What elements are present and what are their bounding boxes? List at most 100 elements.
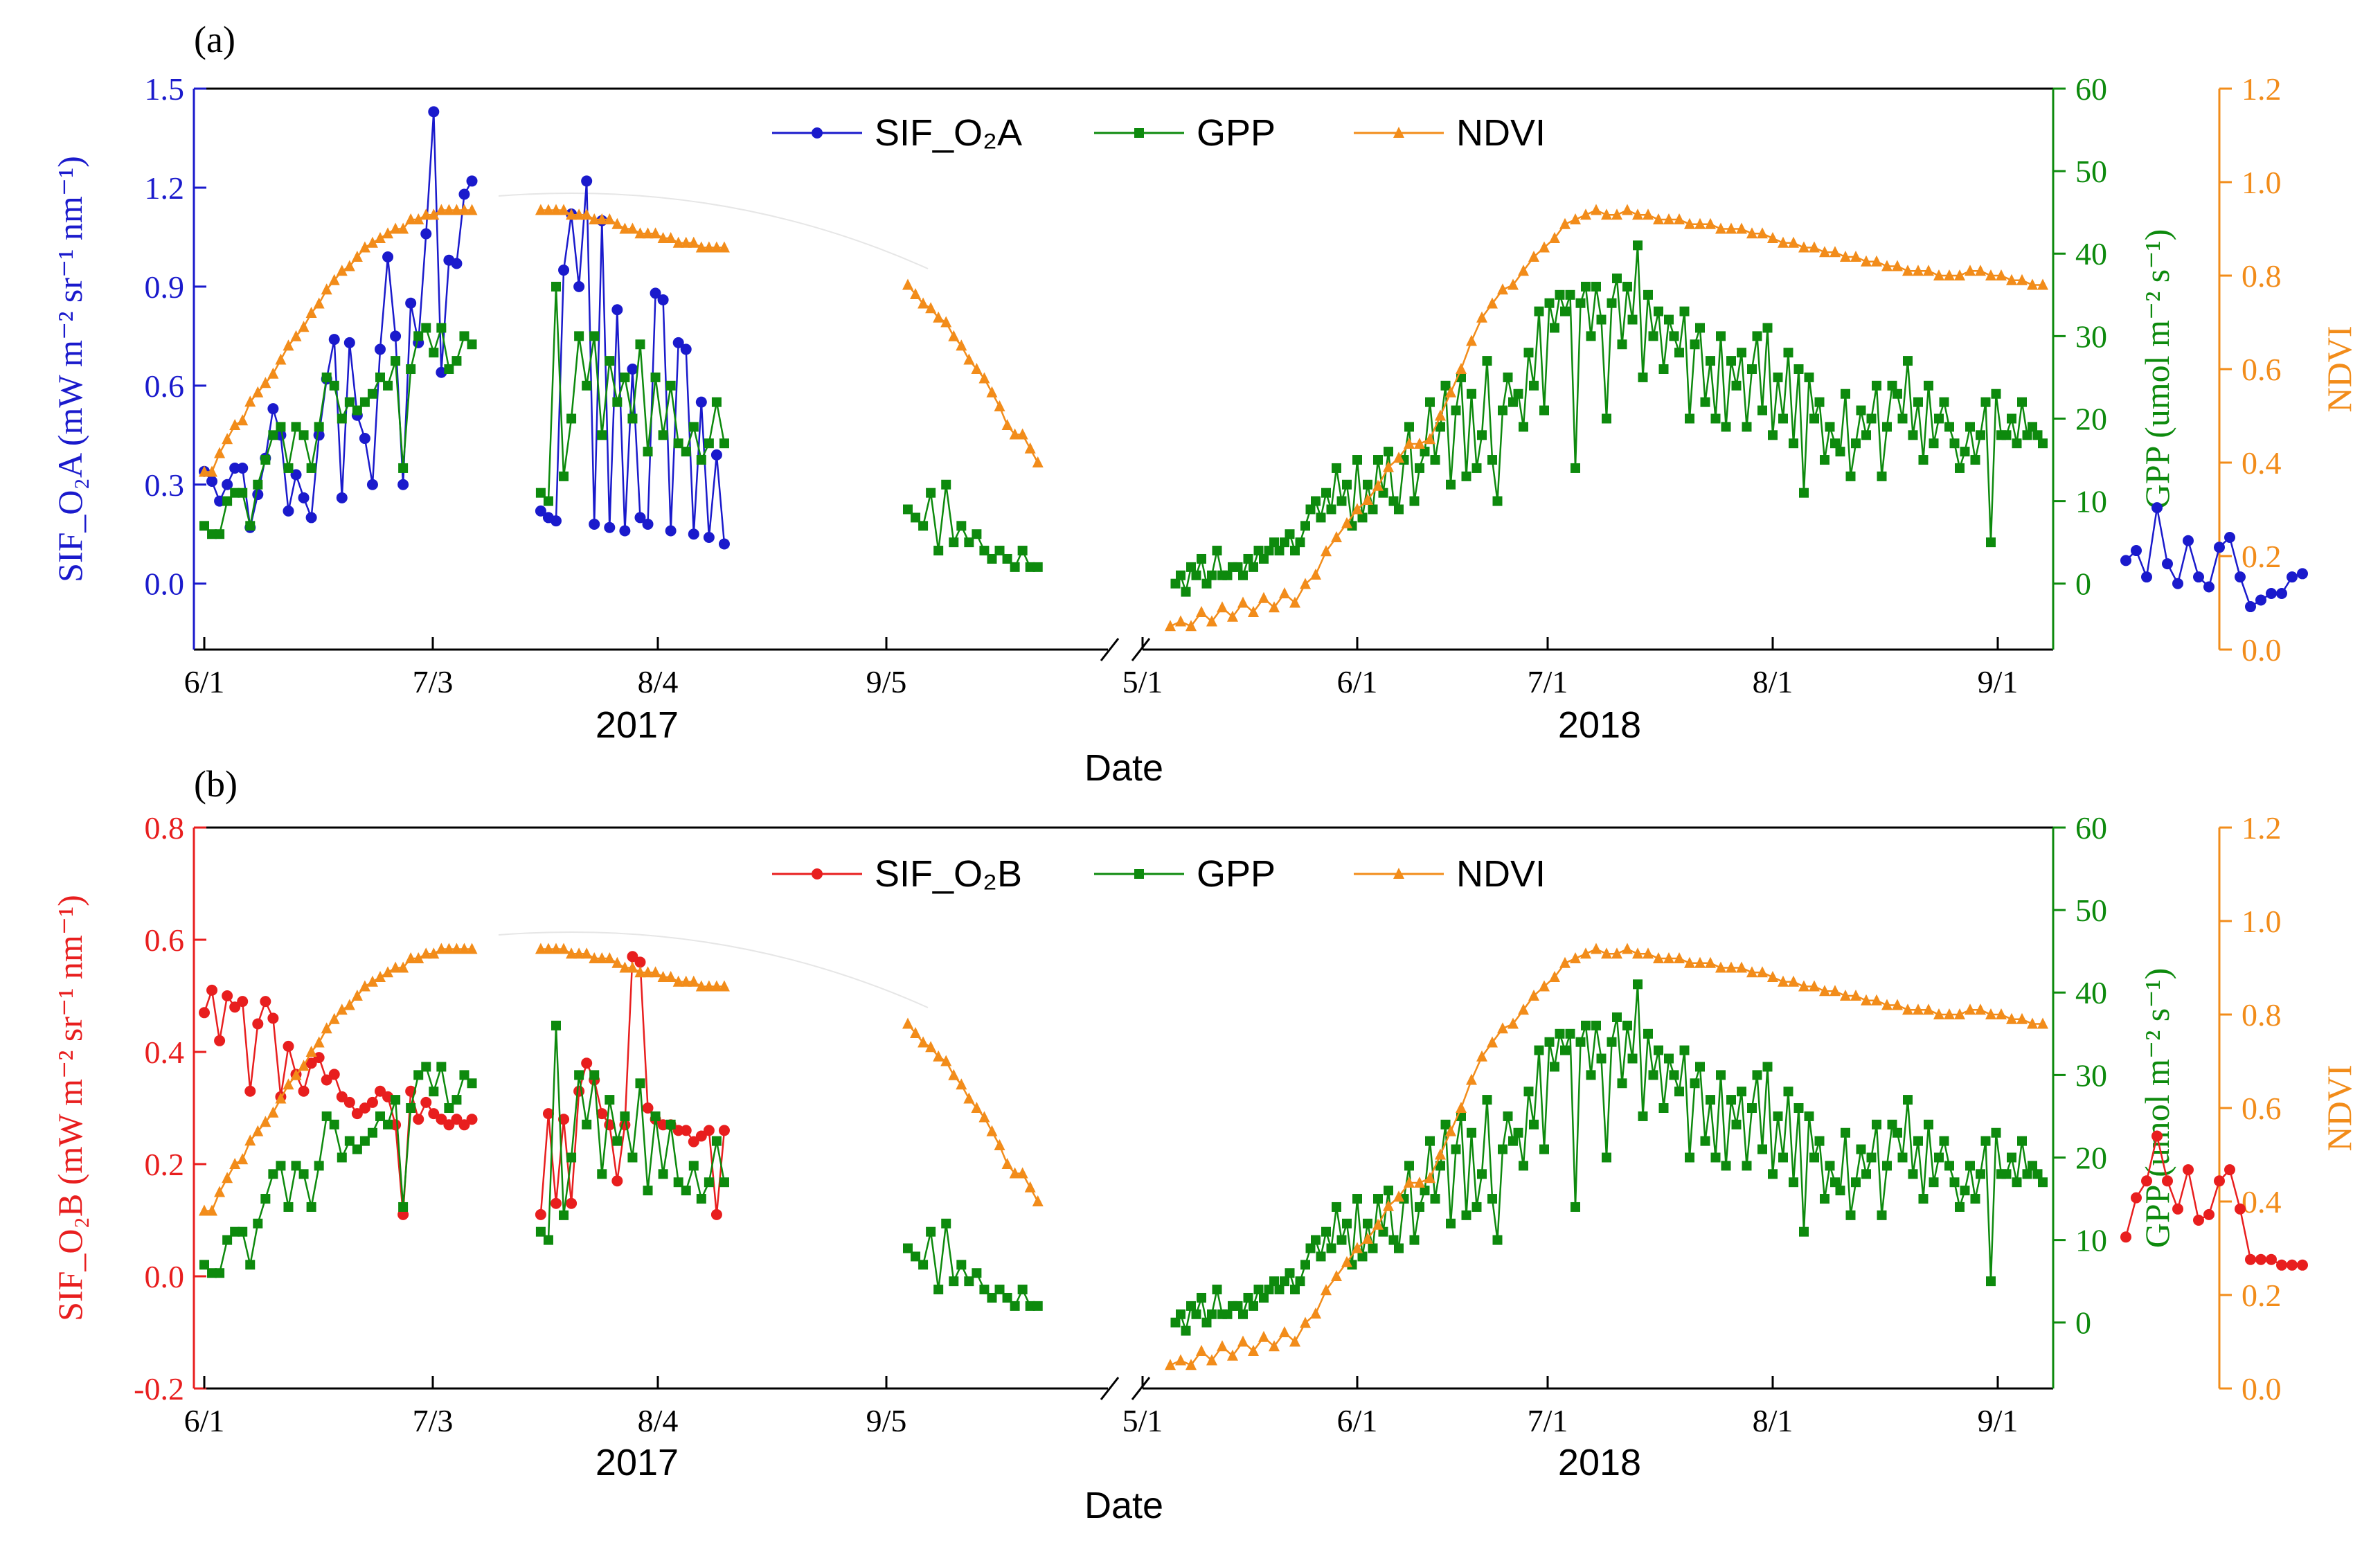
data-point: [1705, 956, 1716, 968]
data-point: [313, 1036, 325, 1048]
gpp-y-tick-label: 0: [2075, 566, 2091, 602]
data-point: [290, 469, 302, 481]
data-point: [1191, 1309, 1201, 1319]
data-point: [1861, 1169, 1871, 1179]
data-point: [1446, 479, 1456, 490]
data-point: [1503, 372, 1513, 382]
data-point: [420, 947, 432, 959]
data-point: [581, 175, 593, 187]
data-point: [337, 1152, 347, 1163]
data-point: [1466, 334, 1477, 346]
data-point: [1342, 479, 1352, 490]
data-point: [2006, 274, 2017, 285]
data-point: [436, 204, 447, 215]
data-point: [1580, 947, 1591, 959]
data-point: [1820, 455, 1829, 465]
data-point: [413, 1070, 424, 1080]
data-point: [650, 1111, 661, 1121]
data-point: [1991, 388, 2001, 399]
data-point: [1617, 1078, 1627, 1089]
legend: SIF_O₂A GPP NDVI: [772, 112, 1546, 154]
data-point: [551, 943, 562, 954]
data-point: [1731, 380, 1742, 391]
data-point: [1498, 1144, 1507, 1154]
data-point: [994, 546, 1005, 556]
data-point: [1280, 1276, 1289, 1287]
data-point: [956, 339, 967, 351]
data-point: [582, 1119, 592, 1129]
data-point: [2012, 1177, 2022, 1188]
data-point: [2028, 1161, 2037, 1171]
data-point: [1887, 380, 1897, 391]
data-point: [2203, 581, 2215, 593]
data-point: [642, 227, 654, 239]
data-point: [948, 330, 960, 341]
data-point: [1420, 447, 1430, 457]
data-point: [1357, 1251, 1368, 1262]
data-point: [1580, 208, 1591, 220]
data-point: [1757, 966, 1768, 978]
data-point: [1274, 546, 1285, 556]
data-point: [1393, 1190, 1404, 1202]
x-tick-label: 7/1: [1528, 664, 1568, 699]
ndvi-y-tick-label: 0.2: [2242, 1278, 2282, 1313]
gpp-y-tick-label: 0: [2075, 1305, 2091, 1341]
data-point: [642, 966, 654, 978]
data-point: [949, 1276, 959, 1287]
data-point: [1654, 306, 1663, 316]
data-point: [2007, 413, 2016, 424]
data-point: [589, 1070, 600, 1080]
data-point: [1207, 1309, 1217, 1319]
data-point: [413, 1114, 424, 1125]
data-point: [543, 496, 553, 506]
data-point: [635, 1078, 645, 1089]
data-point: [1549, 232, 1560, 243]
data-point: [925, 1041, 937, 1053]
data-point: [535, 488, 546, 498]
data-point: [237, 996, 249, 1008]
data-point: [566, 947, 578, 959]
axis-break-mark: [1100, 638, 1120, 661]
data-point: [2162, 558, 2173, 570]
data-point: [466, 1114, 478, 1125]
data-point: [634, 227, 646, 239]
data-point: [650, 287, 661, 299]
data-point: [1290, 546, 1300, 556]
data-point: [1908, 1169, 1918, 1179]
data-point: [1352, 1242, 1363, 1253]
data-point: [1752, 1070, 1762, 1080]
data-point: [627, 222, 638, 234]
data-point: [542, 204, 554, 215]
data-point: [305, 512, 317, 524]
legend: SIF_O₂B GPP NDVI: [772, 853, 1546, 895]
data-point: [1913, 397, 1923, 407]
data-point: [703, 532, 715, 543]
data-point: [298, 1085, 310, 1097]
data-point: [611, 1175, 623, 1187]
data-point: [1010, 1301, 1020, 1311]
data-point: [443, 943, 455, 954]
gpp-y-tick-label: 50: [2075, 154, 2107, 189]
data-point: [1581, 1020, 1591, 1030]
data-point: [1685, 413, 1694, 424]
data-point: [291, 422, 301, 432]
data-point: [1264, 1285, 1274, 1295]
data-point: [1715, 222, 1726, 234]
data-point: [429, 348, 439, 358]
data-point: [283, 339, 294, 351]
data-point: [987, 1292, 997, 1303]
data-point: [672, 236, 684, 248]
data-point: [1679, 1045, 1690, 1055]
data-point: [1384, 447, 1393, 457]
data-point: [1185, 1359, 1197, 1370]
data-point: [642, 518, 654, 530]
data-point: [1539, 980, 1550, 992]
data-point: [1435, 1161, 1445, 1171]
data-point: [1336, 1235, 1347, 1245]
data-point: [328, 1069, 340, 1080]
data-point: [1565, 289, 1575, 300]
data-point: [298, 321, 310, 332]
data-point: [1679, 306, 1690, 316]
data-point: [1492, 496, 1503, 506]
data-point: [290, 1069, 302, 1080]
